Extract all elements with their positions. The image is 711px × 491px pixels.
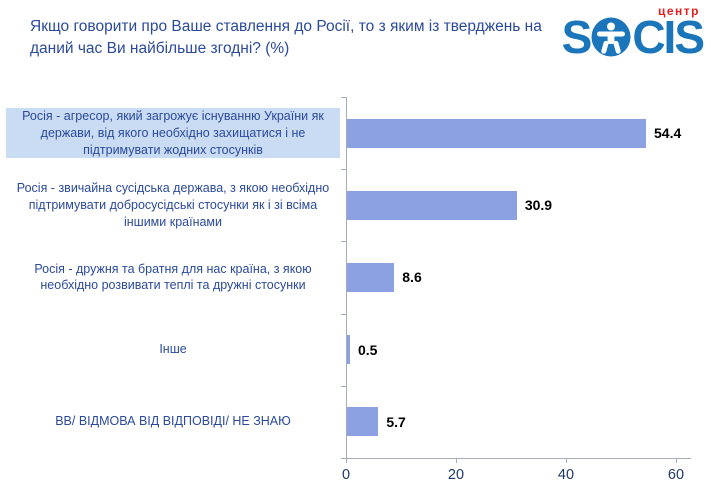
y-axis-line [346,97,347,458]
x-tick-label: 40 [557,467,575,483]
category-label: Росія - агресор, який загрожує існуванню… [6,97,340,169]
x-axis-tick [566,458,567,463]
bar-friendly-country [347,262,395,292]
bar-agressor [347,118,647,148]
chart-title: Якщо говорити про Ваше ставлення до Росі… [30,18,542,58]
y-axis-tick [341,97,347,98]
y-axis-tick [341,386,347,387]
bar-row: 30.9 [347,169,690,241]
y-axis-tick [341,169,347,170]
x-axis-line [346,458,691,459]
category-label: Росія - звичайна сусідська держава, з як… [16,180,330,229]
vitruvian-person-icon [591,17,631,57]
bar-value-label: 8.6 [402,269,422,286]
bar-row: 5.7 [347,386,690,458]
x-axis-tick [676,458,677,463]
category-label: ВВ/ ВІДМОВА ВІД ВІДПОВІДІ/ НЕ ЗНАЮ [55,414,291,429]
x-axis-tick [456,458,457,463]
category-label: Інше [159,342,187,357]
logo-wordmark: S CIS [533,11,705,63]
bar-value-label: 30.9 [524,197,553,214]
bar-row: 8.6 [347,241,690,313]
bar-value-label: 5.7 [386,413,406,430]
bar-row: 54.4 [347,97,690,169]
x-tick-label: 20 [447,467,465,483]
plot-area: 54.4 30.9 8.6 0.5 5.7 [347,97,690,458]
y-axis-tick [341,241,347,242]
category-label: Росія - дружня та братня для нас країна,… [34,261,312,293]
bar-value-label: 54.4 [654,125,682,142]
category-labels: Росія - агресор, який загрожує існуванню… [6,97,340,458]
x-axis-tick [346,458,347,463]
bar-neighbor-state [347,190,517,220]
bar-row: 0.5 [347,314,690,386]
x-tick-label: 60 [667,467,685,483]
logo-letter-s: S [561,11,593,63]
bar-other [347,335,350,365]
bar-value-label: 0.5 [358,341,378,358]
logo-letter-cis: CIS [632,11,705,63]
logo-tagline: центр [657,4,700,18]
socis-logo: центр S CIS [533,4,705,63]
bar-no-answer [347,407,379,437]
y-axis-tick [341,314,347,315]
y-axis-tick [341,458,347,459]
x-tick-label: 0 [341,467,351,483]
